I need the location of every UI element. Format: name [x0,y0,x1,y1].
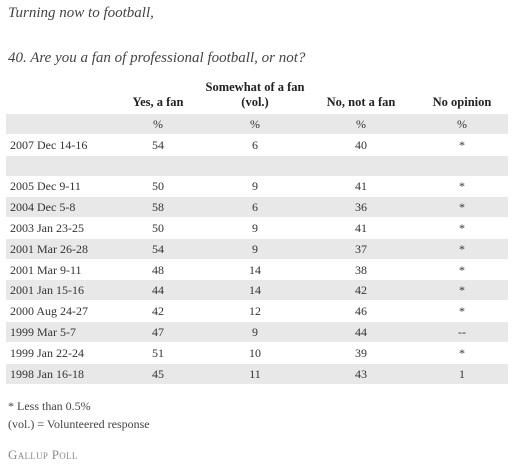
value-cell: 48 [152,262,164,277]
unit-cell: % [356,117,366,131]
value-cell: * [459,345,465,360]
table-row: 2001 Jan 15-16 44 14 42 * [6,280,508,302]
value-cell: 42 [152,304,164,319]
intro-text: Turning now to football, [8,5,154,21]
row-label: 2005 Dec 9-11 [10,179,81,194]
table-row: 2003 Jan 23-25 50 9 41 * [6,218,508,239]
value-cell: * [459,304,465,319]
value-cell: 42 [355,283,367,298]
footnote: * Less than 0.5% [8,399,91,413]
value-cell: 40 [355,137,367,152]
table-row: 2000 Aug 24-27 42 12 46 * [6,301,508,323]
value-cell: 9 [252,241,258,256]
column-header: Somewhat of a fan (vol.) [205,80,305,109]
value-cell: 9 [252,325,258,339]
value-cell: 36 [355,200,367,215]
value-cell: 39 [355,345,367,360]
row-label: 2001 Mar 26-28 [10,241,88,256]
value-cell: -- [458,325,466,339]
row-label: 2001 Mar 9-11 [10,262,82,277]
value-cell: 50 [152,179,164,194]
row-label: 1999 Jan 22-24 [10,345,84,360]
value-cell: 37 [355,241,367,256]
table-row: 2005 Dec 9-11 50 9 41 * [6,176,508,198]
value-cell: * [459,221,465,235]
row-label: 2007 Dec 14-16 [10,137,88,152]
value-cell: 10 [249,345,261,360]
table-row: 2001 Mar 9-11 48 14 38 * [6,260,508,281]
spacer-row [6,155,508,177]
value-cell: 9 [252,179,258,194]
row-label: 1998 Jan 16-18 [10,366,84,381]
value-cell: 12 [249,304,261,319]
table-row: 2007 Dec 14-16 54 6 40 * [6,135,508,156]
value-cell: 46 [355,304,367,319]
value-cell: 47 [152,325,164,339]
value-cell: 45 [152,366,164,381]
value-cell: 41 [355,179,367,194]
value-cell: 50 [152,221,164,235]
value-cell: 6 [252,200,258,215]
value-cell: 6 [252,137,258,152]
value-cell: * [459,179,465,194]
value-cell: 38 [355,262,367,277]
value-cell: 43 [355,366,367,381]
value-cell: 44 [152,283,164,298]
column-header: Yes, a fan [132,95,184,109]
value-cell: * [459,241,465,256]
table-row: 1999 Jan 22-24 51 10 39 * [6,343,508,364]
row-label: 2001 Jan 15-16 [10,283,84,298]
value-cell: 54 [152,137,164,152]
value-cell: * [459,200,465,215]
value-cell: 14 [249,262,261,277]
value-cell: 11 [249,366,261,381]
value-cell: 14 [249,283,261,298]
unit-cell: % [457,117,467,131]
unit-cell: % [153,117,163,131]
value-cell: * [459,283,465,298]
row-label: 2000 Aug 24-27 [10,304,88,319]
footnote: (vol.) = Volunteered response [8,417,150,431]
value-cell: 41 [355,221,367,235]
table-row: 1998 Jan 16-18 45 11 43 1 [6,363,508,385]
table-row: 2001 Mar 26-28 54 9 37 * [6,238,508,260]
column-header: No, not a fan [326,95,396,109]
table-row: 2004 Dec 5-8 58 6 36 * [6,197,508,219]
units-row: %%%% [6,114,508,135]
value-cell: 58 [152,200,164,215]
row-label: 2003 Jan 23-25 [10,221,84,235]
row-label: 1999 Mar 5-7 [10,325,76,339]
value-cell: 44 [355,325,367,339]
source-logo: Gallup Poll [8,447,78,462]
value-cell: 1 [459,366,465,381]
table-row: 1999 Mar 5-7 47 9 44 -- [6,322,508,343]
row-label: 2004 Dec 5-8 [10,200,76,215]
value-cell: * [459,137,465,152]
question-text: 40. Are you a fan of professional footba… [8,50,306,66]
unit-cell: % [250,117,260,131]
value-cell: 54 [152,241,164,256]
value-cell: 9 [252,221,258,235]
column-header: No opinion [432,95,492,109]
value-cell: * [459,262,465,277]
value-cell: 51 [152,345,164,360]
